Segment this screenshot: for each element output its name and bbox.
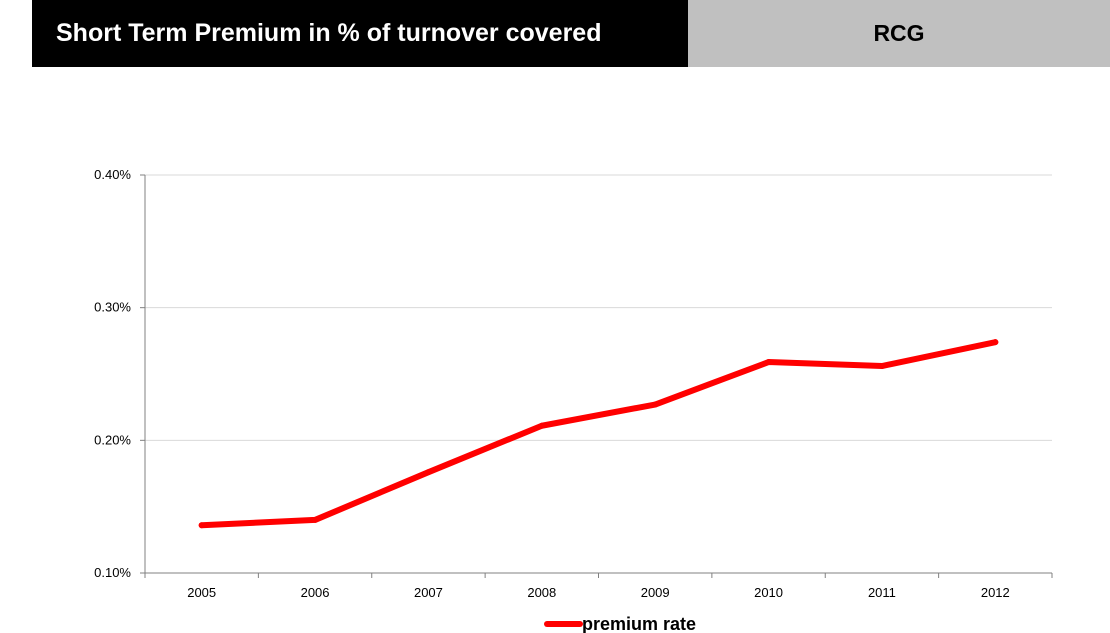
grid-lines	[145, 174, 1052, 441]
legend: premium rate	[544, 614, 696, 633]
y-tick-label: 0.30%	[94, 300, 131, 315]
x-tick-label: 2006	[301, 585, 330, 600]
data-point	[878, 363, 885, 370]
x-tick-label: 2009	[641, 585, 670, 600]
data-point	[992, 339, 999, 346]
header-tag: RCG	[688, 0, 1110, 67]
data-point	[538, 422, 545, 429]
series-line-premium-rate	[198, 339, 999, 529]
x-tick-label: 2005	[187, 585, 216, 600]
data-point	[312, 516, 319, 523]
header: Short Term Premium in % of turnover cove…	[0, 0, 1110, 67]
data-point	[765, 359, 772, 366]
data-point	[198, 522, 205, 529]
y-tick-label: 0.20%	[94, 432, 131, 447]
slide-title: Short Term Premium in % of turnover cove…	[32, 0, 688, 67]
legend-label: premium rate	[582, 614, 696, 633]
x-tick-label: 2010	[754, 585, 783, 600]
y-tick-label: 0.40%	[94, 167, 131, 182]
x-tick-label: 2012	[981, 585, 1010, 600]
y-tick-label: 0.10%	[94, 565, 131, 580]
tick-labels: 0.10% 0.20% 0.30% 0.40% 2005 2006 2007 2008 2009…	[94, 167, 1010, 600]
axes	[140, 174, 1053, 578]
data-point	[652, 401, 659, 408]
data-point	[425, 469, 432, 476]
series-lines	[198, 339, 999, 529]
x-tick-label: 2008	[527, 585, 556, 600]
x-tick-label: 2007	[414, 585, 443, 600]
x-tick-label: 2011	[868, 585, 896, 600]
